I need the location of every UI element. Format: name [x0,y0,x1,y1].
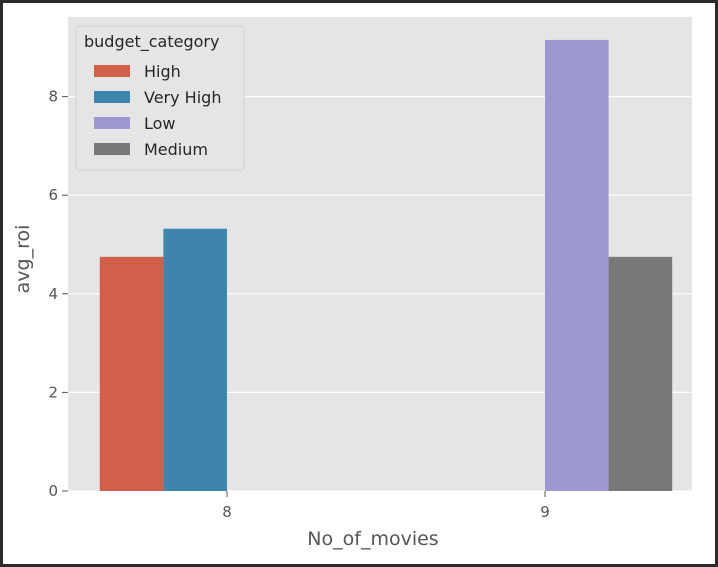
legend-label: Low [144,114,176,133]
bar-medium-9 [608,256,673,491]
y-tick-label: 4 [48,285,58,303]
legend-label: High [144,62,181,81]
x-axis-label: No_of_movies [307,528,438,550]
y-axis: 0 2 4 6 8 [48,88,68,500]
legend-title: budget_category [84,32,219,52]
legend: budget_category High Very High Low Medium [75,25,245,171]
bars [99,39,673,491]
legend-label: Very High [144,88,221,107]
legend-swatch [94,65,130,77]
legend-swatch [94,117,130,129]
bar-very-high-8 [163,228,227,491]
bar-high-8 [99,256,164,491]
x-tick-label: 9 [540,503,550,521]
legend-label: Medium [144,140,208,159]
y-axis-label: avg_roi [12,225,34,294]
legend-swatch [94,91,130,103]
y-tick-label: 6 [48,186,58,204]
legend-box [75,25,245,171]
y-tick-label: 8 [48,88,58,106]
bar-low-9 [545,39,609,491]
x-tick-label: 8 [222,503,232,521]
y-tick-label: 0 [48,482,58,500]
y-tick-label: 2 [48,383,58,401]
legend-swatch [94,143,130,155]
